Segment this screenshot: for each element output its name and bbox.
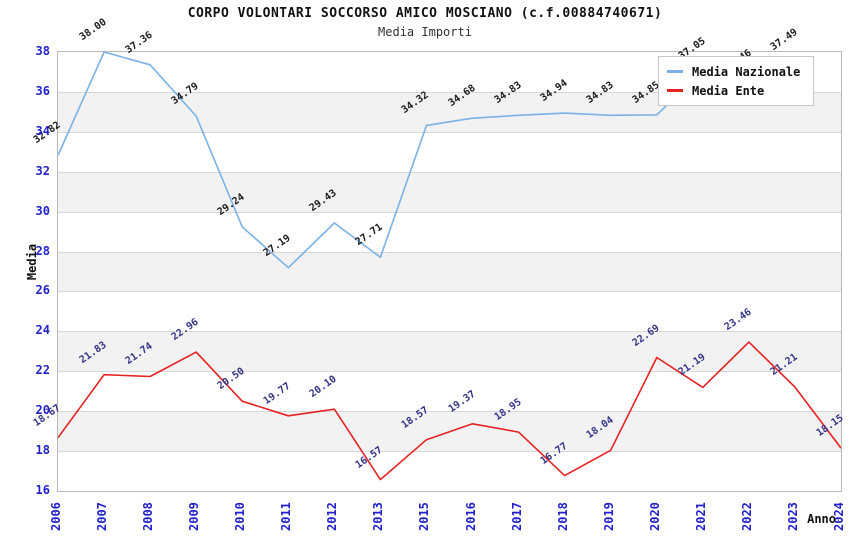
x-tick-label: 2023 [785, 502, 800, 531]
y-tick-label: 24 [35, 323, 50, 338]
x-tick-label: 2012 [325, 502, 340, 531]
series-line-media-ente [58, 341, 841, 481]
x-tick-label: 2010 [233, 502, 248, 531]
x-tick-label: 2022 [739, 502, 754, 531]
x-tick-label: 2006 [49, 502, 63, 531]
x-tick-label: 2011 [279, 502, 294, 531]
x-tick-label: 2017 [509, 502, 524, 531]
grid-line [58, 411, 841, 412]
grid-line [58, 172, 841, 173]
x-tick-label: 2015 [417, 502, 432, 531]
legend-label: Media Ente [692, 83, 765, 98]
y-tick-label: 36 [35, 83, 50, 98]
x-tick-label: 2013 [371, 502, 386, 531]
grid-line [58, 451, 841, 452]
x-tick-label: 2016 [463, 502, 478, 531]
grid-line [58, 331, 841, 332]
legend-item: Media Nazionale [667, 62, 807, 81]
plot-area: 32.82 38.00 37.36 34.79 29.24 27.19 29.43 27.71… [32, 17, 846, 492]
legend-swatch-icon [667, 89, 683, 92]
legend-box: Media Nazionale Media Ente [658, 56, 814, 106]
y-tick-label: 34 [35, 123, 50, 138]
chart-subtitle: Media Importi [378, 25, 472, 39]
y-tick-label: 30 [35, 203, 50, 218]
background-band [58, 251, 841, 292]
grid-line [58, 252, 841, 253]
grid-line [58, 291, 841, 292]
y-tick-label: 18 [35, 443, 50, 458]
series-lines [58, 52, 841, 481]
x-tick-label: 2007 [95, 502, 110, 531]
x-tick-label: 2020 [647, 502, 662, 531]
x-axis-title: Anno [807, 512, 836, 526]
y-tick-label: 16 [35, 483, 50, 497]
legend-label: Media Nazionale [692, 64, 801, 79]
background-band [58, 171, 841, 212]
grid-line [58, 371, 841, 372]
x-tick-label: 2008 [141, 502, 156, 531]
grid-line [58, 92, 841, 93]
y-tick-label: 26 [35, 283, 50, 298]
legend-item: Media Ente [667, 81, 807, 100]
x-tick-label: 2009 [187, 502, 202, 531]
x-tick-label: 2018 [555, 502, 570, 531]
background-band [58, 331, 841, 372]
grid-line [58, 132, 841, 133]
legend-swatch-icon [667, 70, 683, 73]
y-tick-label: 32 [35, 163, 50, 178]
x-tick-label: 2019 [601, 502, 616, 531]
chart-title: CORPO VOLONTARI SOCCORSO AMICO MOSCIANO … [187, 6, 663, 21]
y-tick-label: 20 [35, 403, 50, 418]
y-tick-label: 22 [35, 363, 50, 378]
x-tick-label: 2021 [693, 502, 708, 531]
grid-line [58, 212, 841, 213]
y-tick-label: 38 [35, 44, 50, 58]
y-tick-label: 28 [35, 243, 50, 258]
